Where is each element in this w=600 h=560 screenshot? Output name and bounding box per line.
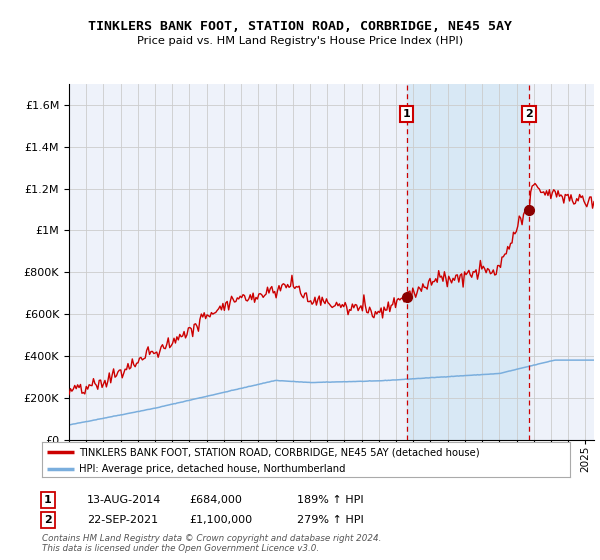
Text: 1: 1 xyxy=(403,109,410,119)
Text: 279% ↑ HPI: 279% ↑ HPI xyxy=(297,515,364,525)
Text: 2: 2 xyxy=(44,515,52,525)
Text: 13-AUG-2014: 13-AUG-2014 xyxy=(87,495,161,505)
Bar xyxy=(407,84,529,440)
Text: 22-SEP-2021: 22-SEP-2021 xyxy=(87,515,158,525)
Text: HPI: Average price, detached house, Northumberland: HPI: Average price, detached house, Nort… xyxy=(79,464,346,474)
Text: 2: 2 xyxy=(525,109,533,119)
Text: TINKLERS BANK FOOT, STATION ROAD, CORBRIDGE, NE45 5AY: TINKLERS BANK FOOT, STATION ROAD, CORBRI… xyxy=(88,20,512,32)
Text: 189% ↑ HPI: 189% ↑ HPI xyxy=(297,495,364,505)
Text: Price paid vs. HM Land Registry's House Price Index (HPI): Price paid vs. HM Land Registry's House … xyxy=(137,36,463,46)
Text: £1,100,000: £1,100,000 xyxy=(189,515,252,525)
Text: £684,000: £684,000 xyxy=(189,495,242,505)
Text: 1: 1 xyxy=(44,495,52,505)
Text: Contains HM Land Registry data © Crown copyright and database right 2024.
This d: Contains HM Land Registry data © Crown c… xyxy=(42,534,382,553)
Text: TINKLERS BANK FOOT, STATION ROAD, CORBRIDGE, NE45 5AY (detached house): TINKLERS BANK FOOT, STATION ROAD, CORBRI… xyxy=(79,447,479,457)
